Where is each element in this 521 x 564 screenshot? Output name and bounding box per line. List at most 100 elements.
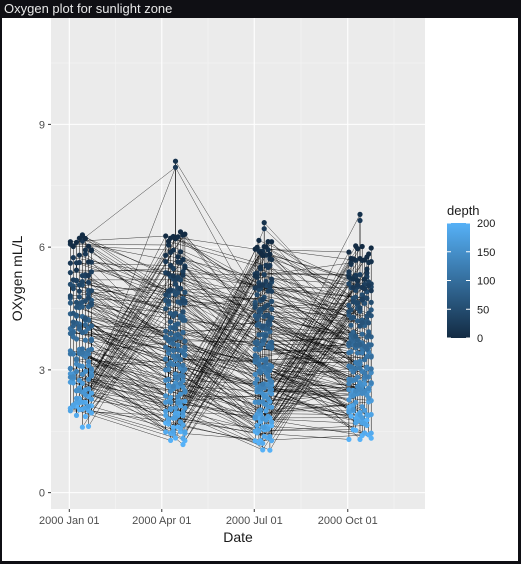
data-point: [346, 387, 352, 393]
connecting-line: [168, 418, 258, 434]
data-point: [85, 403, 92, 409]
data-point: [82, 315, 88, 321]
data-point: [76, 288, 82, 294]
data-point: [265, 426, 271, 432]
connecting-line: [76, 235, 184, 416]
data-point: [263, 402, 269, 408]
data-point: [175, 289, 181, 296]
data-point: [88, 323, 94, 329]
data-point: [180, 373, 186, 379]
data-point: [165, 416, 172, 422]
data-point: [354, 418, 361, 424]
connecting-line: [79, 352, 174, 389]
data-point: [354, 318, 361, 324]
x-axis-title: Date: [223, 529, 253, 545]
connecting-line: [168, 352, 265, 389]
connecting-line: [257, 247, 356, 261]
data-point: [254, 292, 260, 298]
data-point: [79, 346, 85, 352]
data-point: [168, 399, 174, 405]
data-point: [267, 367, 273, 374]
data-point: [163, 408, 169, 414]
data-point: [88, 247, 94, 253]
connecting-line: [265, 310, 361, 430]
connecting-line: [258, 245, 356, 418]
connecting-line: [88, 259, 184, 389]
connecting-line: [255, 302, 363, 323]
data-point: [67, 366, 73, 372]
data-point: [172, 374, 179, 381]
data-point: [353, 427, 359, 433]
connecting-line: [91, 300, 169, 370]
data-point: [261, 305, 267, 311]
connecting-line: [184, 327, 263, 441]
connecting-line: [177, 256, 267, 307]
data-point: [175, 274, 181, 280]
data-point: [357, 386, 363, 392]
connecting-line: [264, 325, 350, 367]
data-point: [70, 380, 76, 386]
data-point: [180, 309, 186, 315]
connecting-line: [175, 279, 265, 327]
connecting-line: [73, 167, 176, 247]
data-point: [267, 262, 273, 269]
data-point: [263, 278, 269, 285]
data-point: [170, 247, 176, 253]
data-point: [175, 321, 181, 327]
data-point: [168, 287, 174, 293]
legend-ticks: 0 50 100 150 200: [447, 218, 495, 345]
data-point: [364, 412, 370, 418]
data-point: [269, 391, 275, 397]
data-point: [170, 347, 176, 354]
data-point: [175, 234, 181, 240]
data-point: [364, 270, 370, 276]
data-point: [368, 430, 374, 436]
data-point: [346, 274, 352, 280]
data-point: [163, 367, 169, 373]
data-point: [168, 394, 174, 401]
data-point: [353, 399, 359, 405]
data-point: [76, 252, 82, 258]
data-point: [348, 307, 354, 313]
connecting-line: [256, 258, 352, 431]
legend-tick-label: 200: [477, 218, 495, 230]
connecting-line: [82, 167, 176, 410]
connecting-line: [258, 280, 358, 444]
connecting-line: [260, 311, 361, 343]
data-point: [85, 359, 92, 365]
connecting-line: [255, 374, 356, 392]
connecting-line: [165, 336, 272, 348]
connecting-line: [170, 327, 265, 367]
data-point: [252, 304, 258, 310]
data-point: [357, 305, 363, 311]
y-tick-label: 0: [39, 488, 45, 500]
data-point: [73, 239, 80, 245]
data-point: [359, 320, 365, 326]
data-point: [348, 413, 354, 419]
connecting-line: [271, 317, 354, 441]
data-point: [79, 329, 85, 336]
connecting-line: [260, 325, 363, 349]
data-point: [172, 435, 179, 441]
data-point: [267, 282, 273, 288]
data-point: [182, 289, 188, 295]
data-point: [261, 226, 267, 232]
data-point: [170, 341, 176, 347]
data-point: [366, 283, 372, 289]
data-point: [170, 424, 176, 430]
connecting-line: [180, 315, 267, 385]
data-point: [67, 270, 73, 276]
data-point: [269, 379, 275, 385]
data-point: [170, 336, 176, 342]
data-point: [254, 423, 260, 429]
data-point: [88, 269, 94, 275]
data-point: [353, 366, 359, 372]
data-point: [172, 415, 179, 421]
data-points: [67, 158, 374, 453]
data-point: [350, 393, 356, 399]
data-point: [70, 402, 76, 408]
data-point: [85, 294, 92, 301]
data-point: [368, 411, 374, 418]
connecting-line: [264, 228, 363, 321]
data-point: [175, 400, 181, 406]
